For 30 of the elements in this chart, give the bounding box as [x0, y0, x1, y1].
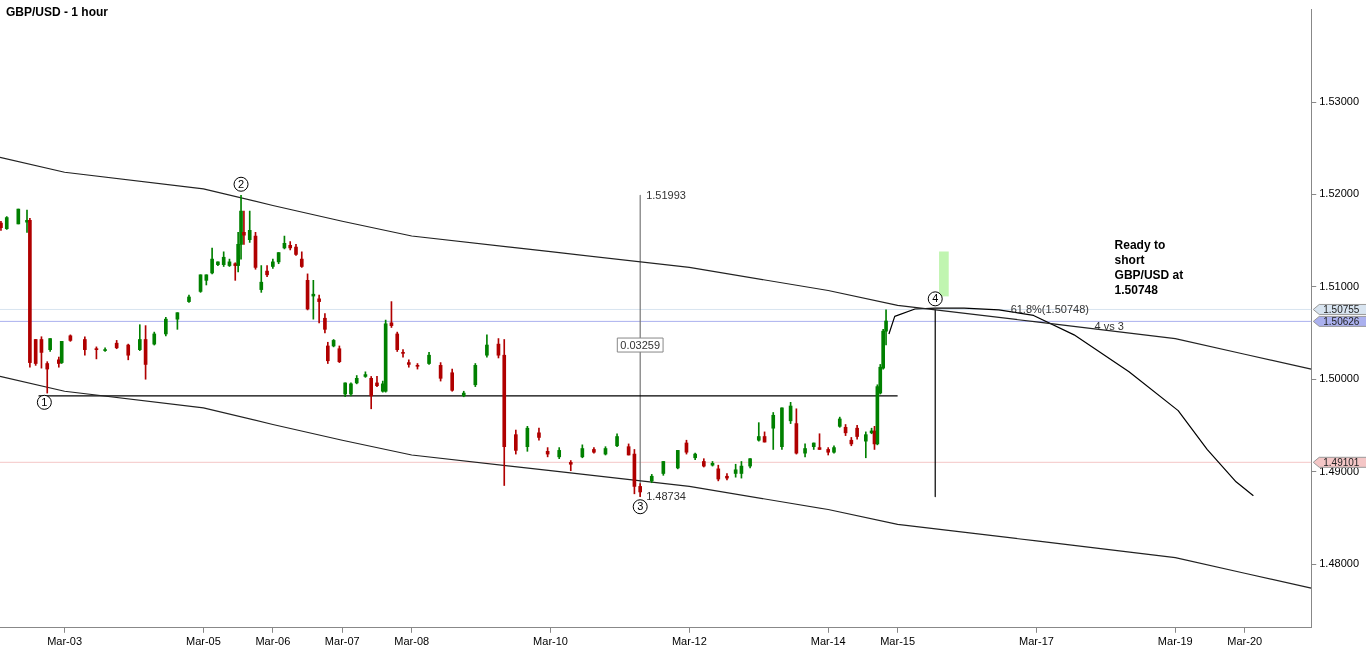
annotation: 1 — [41, 395, 48, 408]
x-tick-label: Mar-10 — [533, 635, 568, 648]
x-tick-label: Mar-05 — [186, 635, 221, 648]
x-tick-label: Mar-19 — [1157, 635, 1193, 648]
x-tick-label: Mar-07 — [324, 635, 360, 648]
annotation: Ready to short GBP/USD at 1.50748 — [1114, 238, 1184, 298]
annotation: 4 — [932, 292, 939, 305]
y-tick-label: 1.50000 — [1319, 372, 1359, 385]
annotation: 2 — [237, 177, 245, 190]
ref-line-label: 1.49101 — [1323, 456, 1360, 468]
annotation: 3 — [637, 500, 644, 513]
annotation: 1.48734 — [646, 490, 686, 503]
x-tick-label: Mar-20 — [1227, 635, 1263, 648]
y-tick-label: 1.48000 — [1319, 557, 1359, 570]
x-tick-label: Mar-06 — [255, 635, 291, 648]
x-tick-label: Mar-15 — [880, 635, 916, 648]
annotation: 61.8%(1.50748) — [1010, 303, 1089, 316]
annotation: 0.03259 — [620, 338, 661, 351]
x-tick-label: Mar-08 — [394, 635, 430, 648]
ref-line-label: 1.50626 — [1323, 315, 1360, 327]
chart-title: GBP/USD - 1 hour — [6, 5, 109, 19]
annotation: 1.51993 — [646, 188, 686, 201]
x-tick-label: Mar-03 — [47, 635, 83, 648]
y-tick-label: 1.53000 — [1319, 95, 1359, 108]
y-tick-label: 1.51000 — [1319, 279, 1359, 292]
x-tick-label: Mar-14 — [810, 635, 846, 648]
ref-line-label: 1.50755 — [1323, 303, 1360, 315]
x-tick-label: Mar-17 — [1019, 635, 1054, 648]
x-tick-label: Mar-12 — [671, 635, 707, 648]
y-tick-label: 1.52000 — [1319, 187, 1359, 200]
